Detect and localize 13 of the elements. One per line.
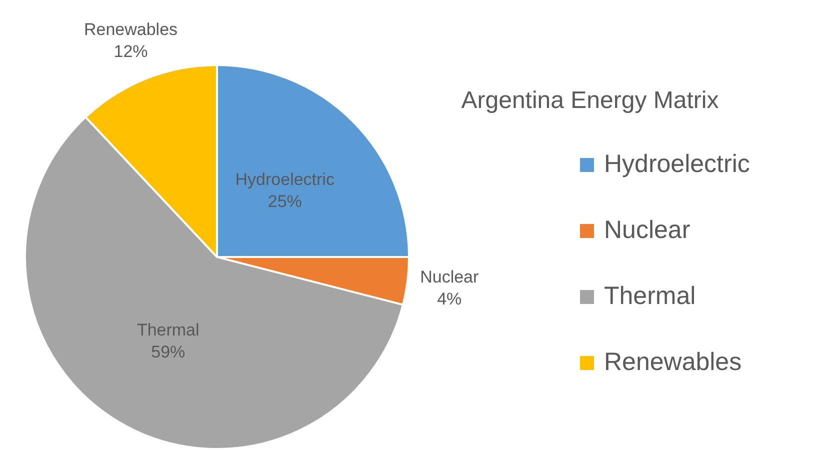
legend-label: Renewables <box>604 348 742 376</box>
text: Argentina Energy Matrix <box>461 87 719 114</box>
legend-label: Hydroelectric <box>604 150 750 178</box>
slice-label: Nuclear <box>420 267 480 286</box>
legend-label: Nuclear <box>604 216 690 244</box>
slice-label: Hydroelectric <box>235 170 335 190</box>
legend-label: Thermal <box>604 282 696 310</box>
data-label: 4% <box>437 289 462 308</box>
slice-label: Thermal <box>136 320 200 340</box>
slice-label: Renewables <box>84 20 178 40</box>
data-label: 59% <box>151 342 186 362</box>
data-label: 12% <box>114 42 148 62</box>
data-label: 25% <box>268 192 302 212</box>
